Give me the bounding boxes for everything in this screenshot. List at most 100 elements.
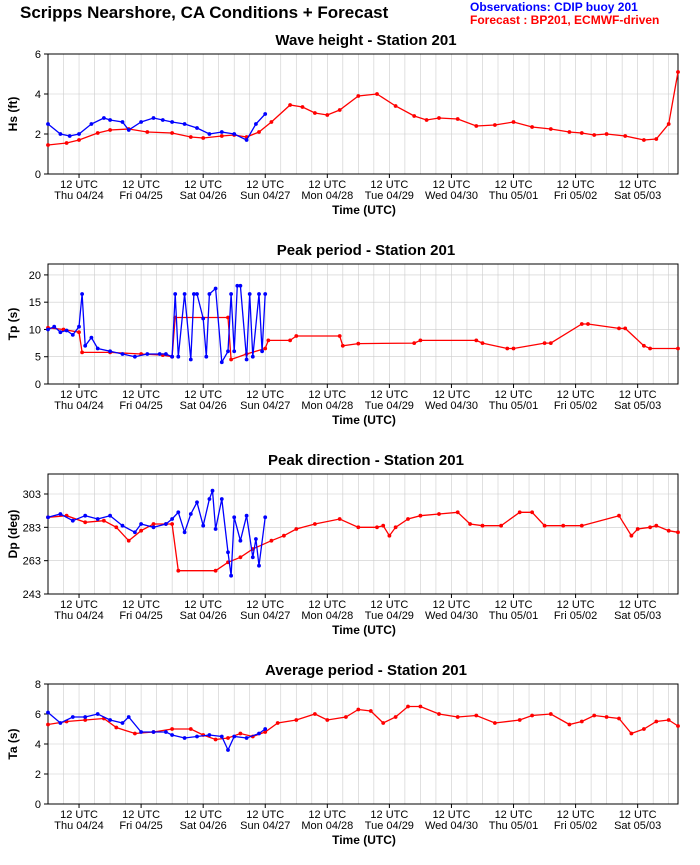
legend-observations: Observations: CDIP buoy 201 <box>470 0 638 14</box>
forecast-point <box>108 128 112 132</box>
observation-point <box>46 327 50 332</box>
forecast-point <box>288 338 292 343</box>
x-tick-label-time: 12 UTC <box>370 179 408 191</box>
plot-area <box>48 264 678 384</box>
observation-point <box>229 292 234 296</box>
observation-point <box>182 292 187 296</box>
forecast-point <box>80 350 84 355</box>
x-tick-label-time: 12 UTC <box>246 809 284 821</box>
observation-point <box>257 731 261 736</box>
x-tick-label-date: Fri 04/25 <box>119 610 162 622</box>
y-tick-label: 20 <box>29 270 41 282</box>
observation-point <box>151 116 156 120</box>
forecast-point <box>375 525 379 530</box>
observation-point <box>201 316 206 321</box>
forecast-point <box>229 357 234 362</box>
forecast-point <box>579 523 584 528</box>
x-tick-label-date: Thu 04/24 <box>54 190 104 202</box>
y-axis-label: Hs (ft) <box>6 97 20 132</box>
forecast-point <box>455 715 460 719</box>
forecast-point <box>95 131 100 135</box>
observation-point <box>164 352 168 356</box>
x-tick-label-time: 12 UTC <box>308 599 346 611</box>
forecast-point <box>46 143 50 147</box>
observation-point <box>195 734 199 739</box>
plot-frame <box>47 263 679 385</box>
forecast-point <box>325 113 330 117</box>
y-tick-label: 6 <box>35 709 41 721</box>
forecast-point <box>170 727 175 731</box>
forecast-point <box>412 114 417 118</box>
forecast-point <box>474 124 479 128</box>
observation-point <box>182 530 187 535</box>
observation-point <box>244 138 249 142</box>
forecast-point <box>542 523 547 528</box>
observation-point <box>207 132 212 136</box>
forecast-point <box>511 120 516 124</box>
forecast-point <box>592 713 597 718</box>
observation-point <box>133 354 137 359</box>
x-tick-label-date: Sun 04/27 <box>240 400 290 412</box>
forecast-point <box>375 92 379 96</box>
forecast-point <box>561 523 566 528</box>
x-tick-label-time: 12 UTC <box>370 809 408 821</box>
observation-point <box>89 122 94 126</box>
observation-point <box>108 118 112 122</box>
observation-point <box>250 354 255 359</box>
forecast-point <box>654 719 659 724</box>
forecast-point <box>617 513 621 518</box>
observation-point <box>170 120 175 124</box>
forecast-point <box>480 523 485 528</box>
forecast-point <box>666 718 671 722</box>
observation-point <box>108 349 112 354</box>
forecast-point <box>604 715 609 719</box>
forecast-point <box>340 343 345 348</box>
observation-point <box>46 515 50 520</box>
forecast-point <box>418 513 423 518</box>
y-tick-label: 10 <box>29 324 41 336</box>
forecast-point <box>145 130 150 134</box>
plot-area <box>48 54 678 174</box>
observation-point <box>176 354 181 359</box>
x-tick-label-date: Sat 05/03 <box>614 820 661 832</box>
x-tick-label-time: 12 UTC <box>308 389 346 401</box>
observation-point <box>176 510 181 515</box>
forecast-point <box>337 334 342 338</box>
y-tick-label: 2 <box>35 129 41 141</box>
x-tick-label-date: Thu 05/01 <box>489 190 539 202</box>
plot-frame <box>47 683 679 805</box>
x-tick-label-date: Sat 05/03 <box>614 400 661 412</box>
observation-point <box>64 328 69 333</box>
observation-point <box>195 500 199 505</box>
forecast-point <box>437 512 441 516</box>
forecast-point <box>517 510 522 515</box>
forecast-point <box>337 108 342 112</box>
forecast-point <box>294 527 299 531</box>
x-tick-label-time: 12 UTC <box>122 389 160 401</box>
observation-point <box>226 550 230 555</box>
forecast-point <box>480 341 485 345</box>
forecast-point <box>83 520 88 525</box>
observation-point <box>160 118 165 122</box>
x-tick-label-time: 12 UTC <box>184 389 222 401</box>
y-tick-label: 8 <box>35 679 41 691</box>
forecast-point <box>579 131 584 135</box>
forecast-point <box>567 130 572 134</box>
x-tick-label-date: Thu 05/01 <box>489 820 539 832</box>
forecast-point <box>238 555 243 560</box>
y-tick-label: 283 <box>23 522 41 534</box>
forecast-point <box>455 117 460 121</box>
chart-title: Peak direction - Station 201 <box>268 452 464 469</box>
x-tick-label-time: 12 UTC <box>557 809 595 821</box>
observation-point <box>133 530 137 535</box>
forecast-point <box>623 134 628 138</box>
forecast-point <box>642 727 646 731</box>
observation-point <box>58 721 63 725</box>
forecast-point <box>676 724 680 728</box>
observation-point <box>102 116 106 120</box>
observation-point <box>170 733 175 737</box>
x-tick-label-date: Wed 04/30 <box>425 610 478 622</box>
observation-point <box>83 343 88 348</box>
forecast-point <box>46 722 50 727</box>
